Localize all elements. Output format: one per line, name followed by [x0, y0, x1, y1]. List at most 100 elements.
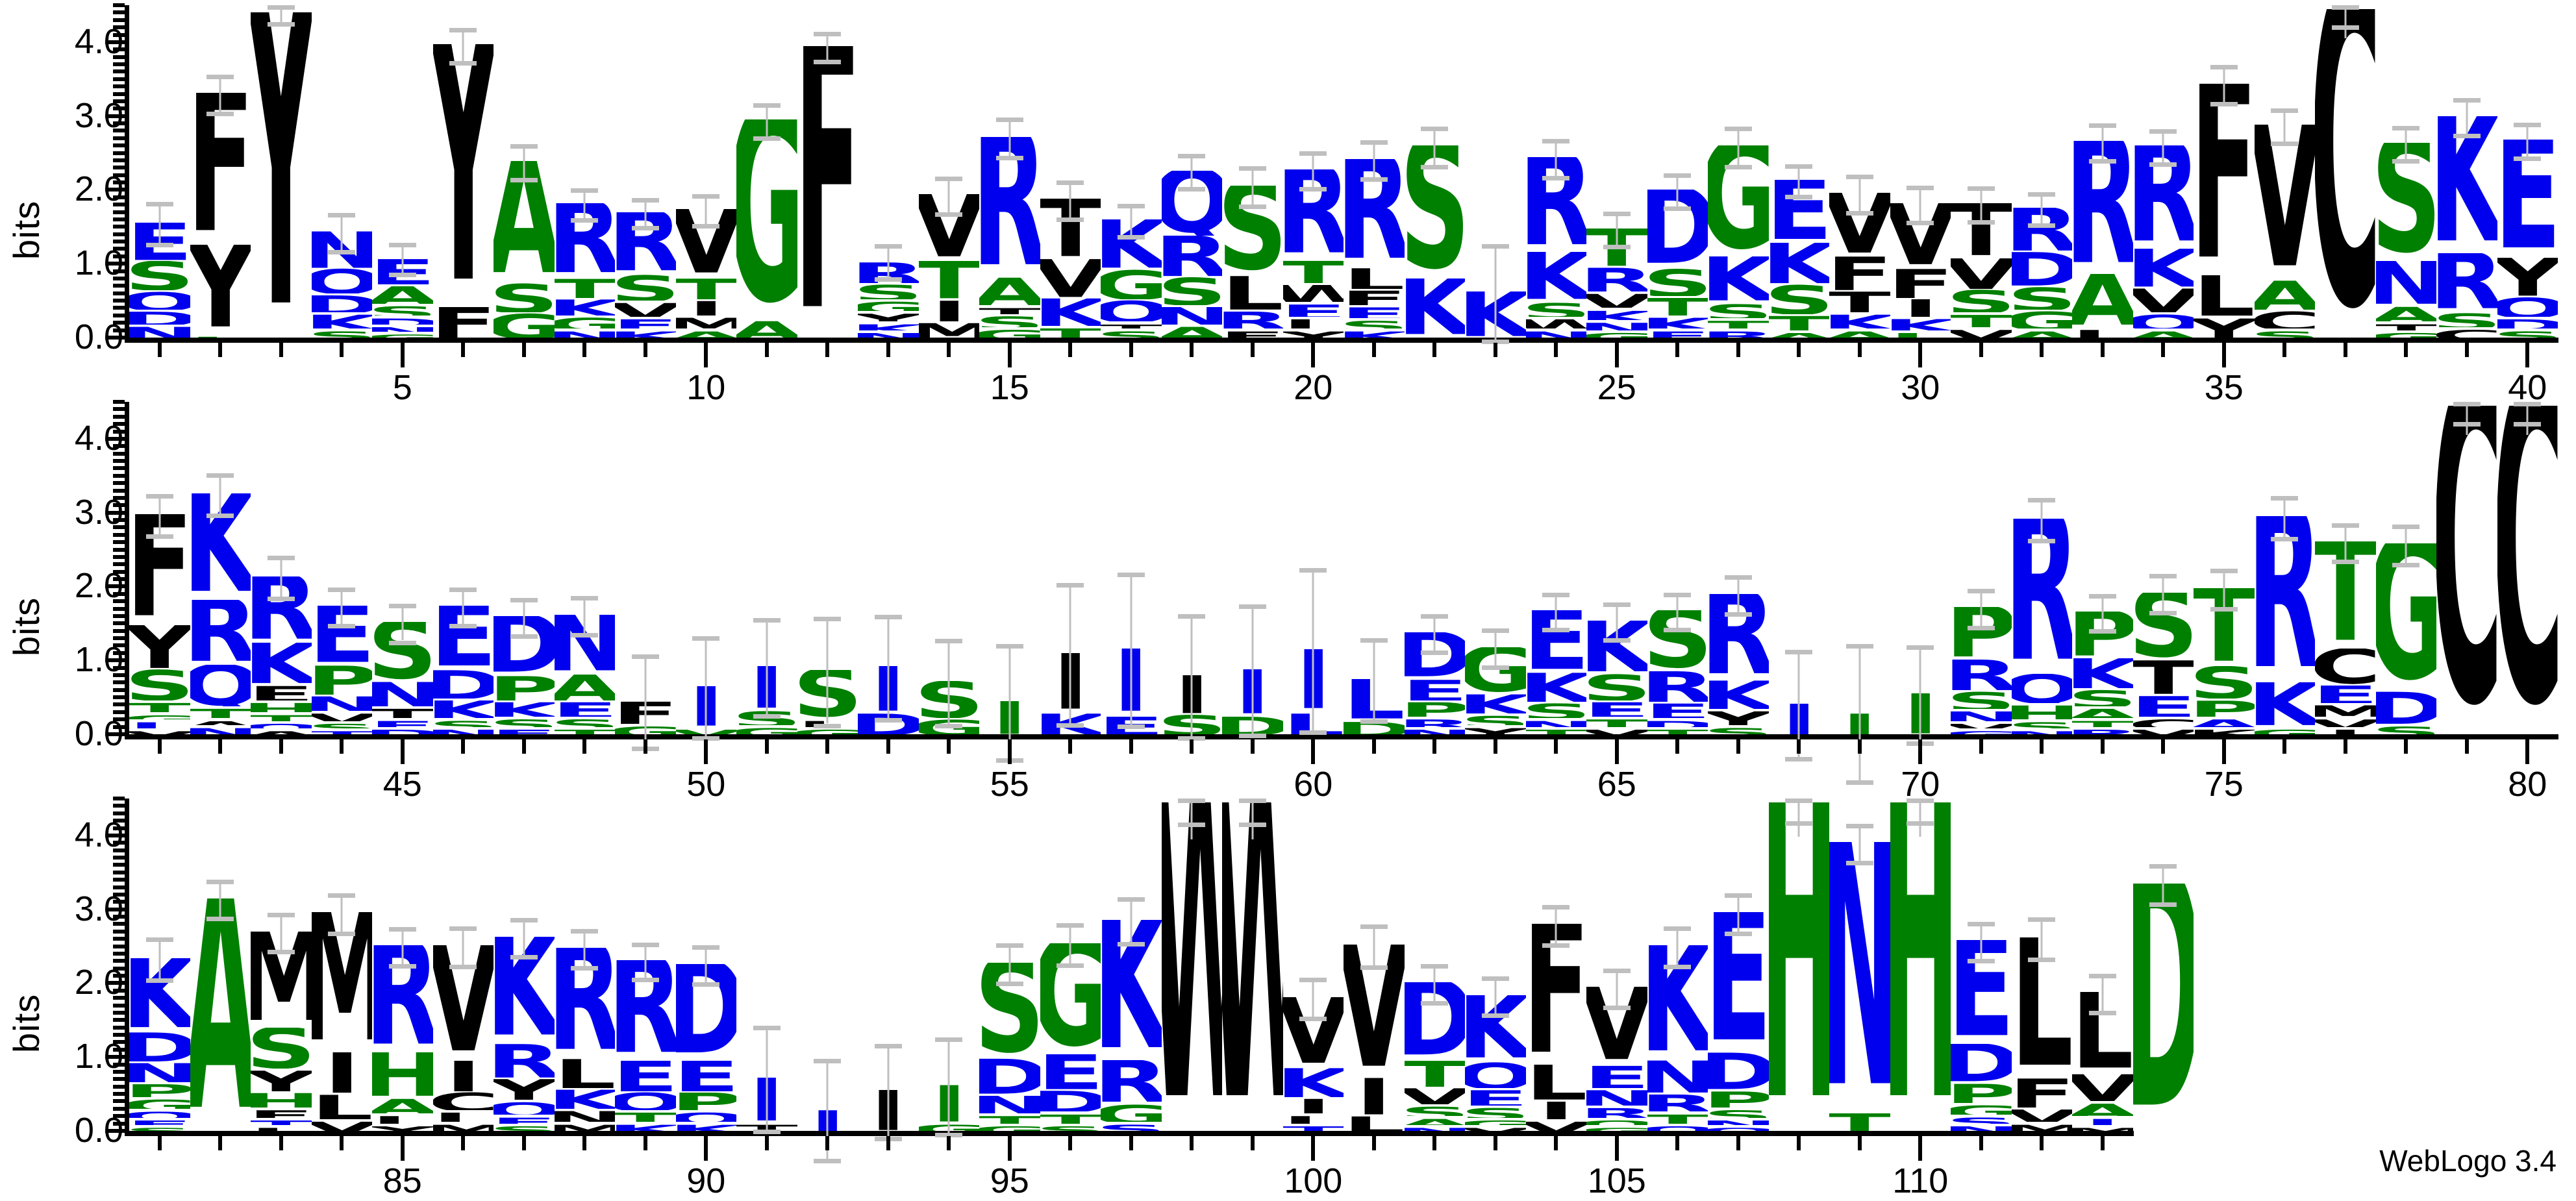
logo-stack: GKSY: [1465, 402, 1526, 734]
logo-letter: M: [919, 321, 980, 338]
x-minor-tick: [1736, 343, 1740, 357]
logo-letter: T: [251, 712, 312, 721]
x-major-tick: [1007, 739, 1012, 764]
logo-letter: D: [2133, 884, 2194, 1131]
error-bar: [2283, 496, 2286, 537]
logo-letter: C: [2315, 9, 2376, 338]
logo-letter: P: [312, 665, 373, 695]
logo-letter: V: [2255, 125, 2316, 280]
logo-letter: A: [2133, 328, 2194, 338]
error-bar-cap-top: [267, 5, 295, 10]
error-bar: [1676, 926, 1679, 965]
logo-stack: SLRF: [1222, 5, 1283, 338]
error-bar: [1190, 614, 1193, 736]
logo-letter: S: [1162, 277, 1223, 305]
x-minor-tick: [947, 739, 951, 754]
error-bar: [1433, 613, 1436, 651]
error-bar-cap-bottom: [1057, 723, 1084, 728]
error-bar-cap-top: [2088, 593, 2116, 599]
error-bar: [1797, 164, 1800, 195]
logo-stack: KRYQES: [494, 799, 555, 1131]
logo-stack: SLG: [797, 402, 858, 734]
logo-letter: E: [251, 684, 312, 700]
logo-stack: NQDKS: [312, 5, 372, 338]
error-bar-cap-bottom: [1421, 164, 1449, 169]
logo-letter: I: [323, 1052, 360, 1095]
logo-letter: R: [1586, 267, 1647, 292]
y-minor-tick: [113, 870, 125, 874]
y-minor-tick: [113, 717, 125, 722]
logo-stack: EYQDS: [2497, 5, 2558, 338]
logo-letter: K: [2133, 249, 2194, 287]
error-bar: [1919, 185, 1921, 221]
error-bar-cap-top: [2453, 98, 2481, 103]
logo-letter: S: [2012, 286, 2073, 309]
logo-letter: N: [1829, 842, 1890, 1111]
logo-letter: S: [858, 283, 919, 299]
logo-stack: EKSNT: [1526, 402, 1586, 734]
logo-letter: L: [554, 1058, 616, 1088]
logo-letter: E: [494, 1115, 555, 1124]
logo-letter: R: [494, 1044, 555, 1078]
logo-letter: S: [251, 1028, 312, 1069]
x-tick-label: 60: [1294, 765, 1333, 804]
error-bar-cap-bottom: [1664, 965, 1692, 969]
logo-letter: T: [129, 700, 190, 712]
logo-letter: S: [1101, 328, 1162, 338]
logo-stack: FLIV: [1526, 799, 1586, 1131]
error-bar: [523, 597, 525, 635]
logo-stack: IE: [1101, 402, 1162, 734]
logo-letter: T: [1647, 296, 1708, 316]
error-bar: [1980, 922, 1982, 959]
error-bar: [1616, 968, 1618, 1006]
logo-stack: ASG: [494, 5, 555, 338]
logo-letter: G: [129, 712, 190, 719]
logo-stack: KRSC: [2436, 5, 2497, 338]
logo-letter: G: [736, 119, 797, 319]
error-bar-cap-bottom: [1178, 187, 1206, 192]
x-minor-tick: [1250, 343, 1255, 357]
x-minor-tick: [1979, 343, 1983, 357]
x-tick-label: 100: [1284, 1161, 1343, 1200]
logo-letter: S: [2497, 328, 2558, 338]
y-minor-tick: [113, 929, 125, 934]
error-bar-cap-bottom: [1967, 625, 1995, 630]
error-bar-cap-top: [1785, 164, 1813, 169]
logo-stack: H: [1769, 799, 1829, 1131]
error-bar: [2344, 5, 2347, 39]
logo-stack: NAEST: [555, 402, 615, 734]
x-minor-tick: [643, 343, 647, 357]
logo-letter: V: [615, 301, 676, 317]
x-minor-tick: [1129, 1136, 1133, 1150]
x-tick-label: 80: [2508, 765, 2547, 804]
x-minor-tick: [764, 739, 769, 754]
y-minor-tick: [113, 577, 125, 582]
x-minor-tick: [1797, 343, 1801, 357]
error-bar: [1069, 922, 1071, 964]
x-minor-tick: [1675, 343, 1680, 357]
error-bar: [1251, 604, 1254, 734]
error-bar: [583, 596, 586, 634]
x-minor-tick: [2404, 739, 2408, 754]
logo-stack: PKSATR: [2072, 402, 2133, 734]
logo-letter: Y: [858, 311, 919, 321]
logo-stack: KDNPGQES: [129, 799, 190, 1131]
x-minor-tick: [340, 739, 344, 754]
logo-letter: T: [675, 277, 737, 299]
y-minor-tick: [113, 1025, 125, 1030]
logo-letter: Q: [1101, 299, 1162, 321]
logo-letter: Y: [190, 245, 251, 334]
logo-letter: K: [2194, 727, 2255, 734]
logo-letter: C: [2255, 310, 2316, 329]
y-minor-tick: [113, 841, 125, 845]
y-minor-tick: [113, 554, 125, 559]
logo-letter: Y: [2497, 258, 2558, 296]
y-minor-tick: [113, 3, 125, 7]
logo-letter: S: [494, 1124, 555, 1131]
error-bar-cap-bottom: [935, 1133, 963, 1138]
y-major-tick: [105, 584, 125, 589]
logo-letter: T: [190, 706, 251, 718]
error-bar-cap-top: [631, 942, 659, 947]
logo-letter: K: [433, 699, 494, 718]
error-bar-cap-top: [692, 194, 720, 199]
